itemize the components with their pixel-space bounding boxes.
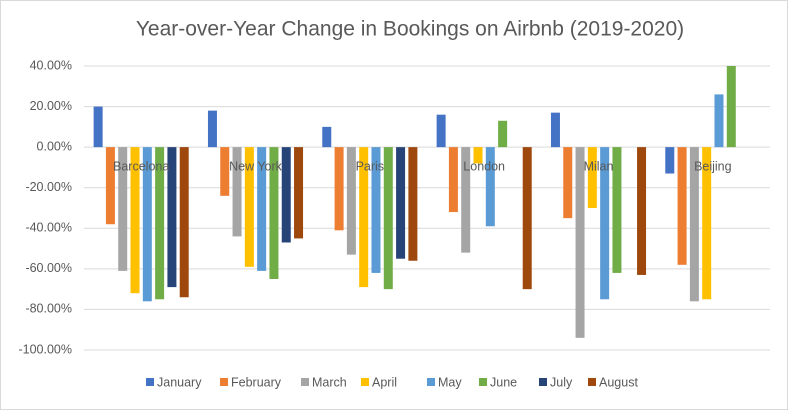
bar [677, 147, 687, 265]
bar [105, 147, 115, 225]
legend-label: June [490, 375, 517, 389]
legend-swatch [539, 378, 547, 386]
bar [257, 147, 267, 271]
legend-swatch [588, 378, 596, 386]
bar [550, 112, 560, 148]
bar [294, 147, 304, 239]
x-tick-label: New York [229, 159, 283, 173]
bar [448, 147, 458, 213]
legend-swatch [220, 378, 228, 386]
bar [408, 147, 418, 261]
x-tick-label: Milan [584, 159, 614, 173]
bar [130, 147, 140, 294]
bar [563, 147, 573, 219]
bar [118, 147, 128, 271]
bar [244, 147, 254, 267]
bar [179, 147, 189, 298]
bar [167, 147, 177, 288]
bar [575, 147, 585, 338]
bar [346, 147, 356, 255]
bar [587, 147, 597, 208]
bar [600, 147, 610, 300]
legend-label: May [438, 375, 462, 389]
legend-swatch [479, 378, 487, 386]
bar [334, 147, 344, 231]
legend-swatch [301, 378, 309, 386]
bar [665, 147, 675, 174]
y-tick-label: 20.00% [30, 99, 72, 113]
bar [522, 147, 532, 290]
legend-swatch [361, 378, 369, 386]
y-tick-label: 0.00% [37, 139, 72, 153]
bar [371, 147, 381, 273]
legend-swatch [427, 378, 435, 386]
legend-label: April [372, 375, 397, 389]
bar [714, 94, 724, 148]
x-tick-label: Barcelona [113, 159, 169, 173]
y-tick-label: -60.00% [25, 261, 72, 275]
bar [436, 114, 446, 148]
x-tick-label: Paris [356, 159, 384, 173]
x-tick-label: London [463, 159, 505, 173]
legend-swatch [146, 378, 154, 386]
bar [232, 147, 242, 237]
bar [220, 147, 230, 196]
y-tick-label: 40.00% [30, 58, 72, 72]
bar [142, 147, 152, 302]
bar [269, 147, 279, 279]
bar [155, 147, 165, 300]
bar [461, 147, 471, 253]
bar [637, 147, 647, 275]
legend-label: February [231, 375, 282, 389]
bar [281, 147, 291, 243]
legend-label: January [157, 375, 202, 389]
bar [359, 147, 369, 288]
x-tick-label: Beijing [694, 159, 732, 173]
bar [689, 147, 699, 302]
y-tick-label: -40.00% [25, 221, 72, 235]
bar [396, 147, 406, 259]
chart-title: Year-over-Year Change in Bookings on Air… [136, 18, 684, 41]
bar [93, 106, 103, 148]
bar [485, 147, 495, 227]
bar [207, 110, 217, 148]
bar [383, 147, 393, 290]
bar [322, 126, 332, 148]
bar [726, 66, 736, 148]
y-tick-label: -100.00% [18, 342, 72, 356]
bar [612, 147, 622, 273]
legend-label: March [312, 375, 347, 389]
bar [702, 147, 712, 300]
y-tick-label: -20.00% [25, 180, 72, 194]
bar [498, 120, 508, 148]
y-tick-label: -80.00% [25, 302, 72, 316]
bar [473, 147, 483, 164]
legend-label: August [599, 375, 638, 389]
legend-label: July [550, 375, 573, 389]
